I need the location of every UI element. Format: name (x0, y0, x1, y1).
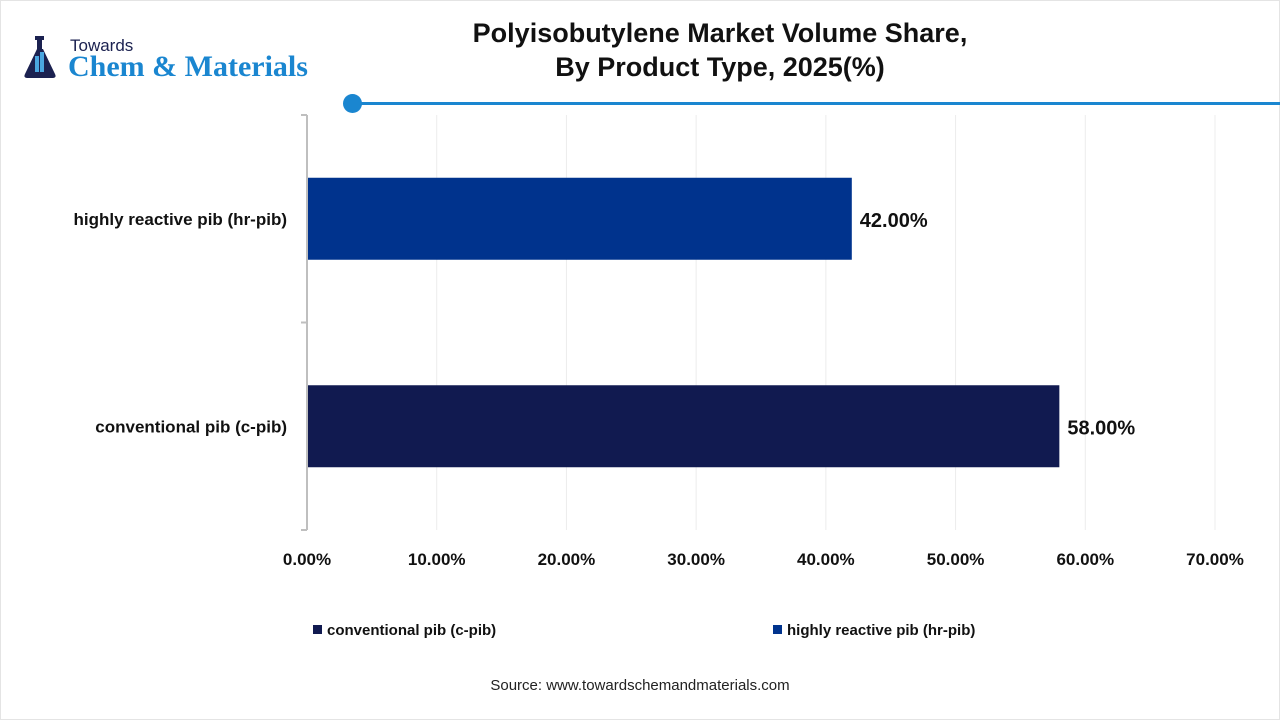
legend-swatch (313, 625, 322, 634)
x-tick-label: 10.00% (408, 550, 466, 569)
flask-icon (24, 36, 56, 78)
brand-line1: Towards (70, 36, 134, 55)
title-rule (352, 102, 1280, 105)
legend-swatch (773, 625, 782, 634)
bar (308, 385, 1060, 468)
x-tick-label: 30.00% (667, 550, 725, 569)
legend-label: highly reactive pib (hr-pib) (787, 622, 975, 639)
brand-line2: Chem & Materials (68, 50, 308, 83)
title-rule-dot (343, 94, 362, 113)
x-tick-label: 70.00% (1186, 550, 1244, 569)
bar (308, 177, 852, 260)
y-category-label: conventional pib (c-pib) (95, 417, 287, 436)
data-label: 42.00% (860, 210, 928, 232)
chart-title: Polyisobutylene Market Volume Share, By … (440, 16, 1000, 84)
x-tick-label: 60.00% (1056, 550, 1114, 569)
legend-label: conventional pib (c-pib) (327, 622, 496, 639)
x-tick-label: 50.00% (927, 550, 985, 569)
title-line-1: Polyisobutylene Market Volume Share, (472, 18, 968, 48)
title-line-2: By Product Type, 2025(%) (555, 52, 885, 82)
x-tick-label: 0.00% (283, 550, 331, 569)
source-note: Source: www.towardschemandmaterials.com (490, 677, 790, 694)
x-tick-label: 40.00% (797, 550, 855, 569)
y-category-label: highly reactive pib (hr-pib) (74, 210, 287, 229)
x-tick-label: 20.00% (538, 550, 596, 569)
data-label: 58.00% (1067, 417, 1135, 439)
